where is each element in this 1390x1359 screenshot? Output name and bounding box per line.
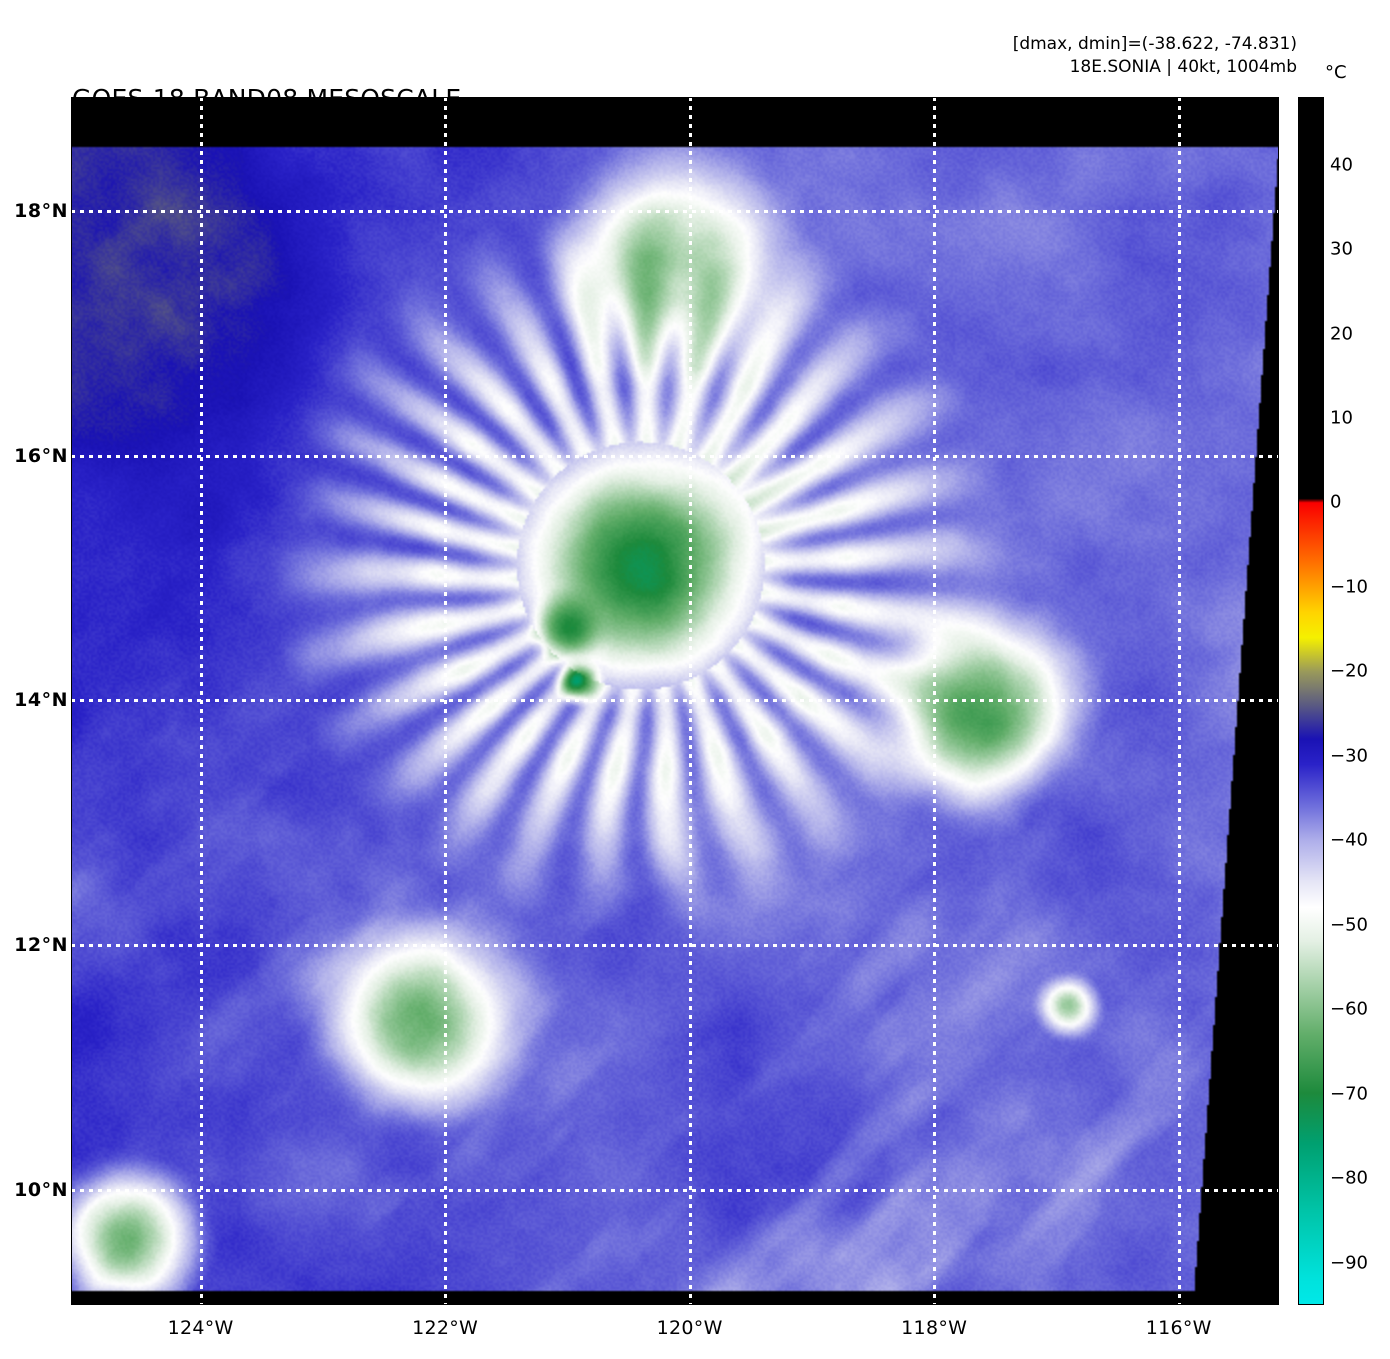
colorbar-tick-label: −40 xyxy=(1330,829,1368,851)
colorbar-tick-label: 30 xyxy=(1330,238,1353,260)
lon-tick-label: 124°W xyxy=(167,1317,234,1339)
colorbar-tick-label: −20 xyxy=(1330,660,1368,682)
lon-tick-label: 122°W xyxy=(412,1317,479,1339)
lat-tick-label: 16°N xyxy=(14,444,68,467)
storm-info-label: 18E.SONIA | 40kt, 1004mb xyxy=(1069,57,1297,77)
colorbar-tick-label: 20 xyxy=(1330,323,1353,345)
colorbar[interactable] xyxy=(1298,97,1324,1305)
colorbar-tick-label: 40 xyxy=(1330,154,1353,176)
lat-tick-label: 12°N xyxy=(14,934,68,957)
data-minmax-label: [dmax, dmin]=(-38.622, -74.831) xyxy=(1012,34,1297,54)
lon-tick-label: 116°W xyxy=(1145,1317,1212,1339)
colorbar-tick-label: −10 xyxy=(1330,576,1368,598)
lon-tick-label: 118°W xyxy=(901,1317,968,1339)
header-info-block: [dmax, dmin]=(-38.622, -74.831) 18E.SONI… xyxy=(1013,33,1297,79)
colorbar-tick-label: −60 xyxy=(1330,998,1368,1020)
lat-tick-label: 18°N xyxy=(14,199,68,222)
colorbar-tick-label: −30 xyxy=(1330,745,1368,767)
colorbar-tick-label: −70 xyxy=(1330,1083,1368,1105)
colorbar-tick-label: −80 xyxy=(1330,1167,1368,1189)
lat-tick-label: 10°N xyxy=(14,1178,68,1201)
satellite-raster xyxy=(71,97,1279,1305)
colorbar-tick-label: 0 xyxy=(1330,491,1342,513)
satellite-image-plot[interactable]: Copyright © 2020-2025 Dapiya xyxy=(71,97,1279,1305)
lat-tick-label: 14°N xyxy=(14,689,68,712)
colorbar-gradient xyxy=(1298,97,1324,1305)
lon-tick-label: 120°W xyxy=(656,1317,723,1339)
colorbar-unit-label: °C xyxy=(1325,62,1347,83)
colorbar-tick-label: 10 xyxy=(1330,407,1353,429)
colorbar-tick-label: −50 xyxy=(1330,914,1368,936)
colorbar-tick-label: −90 xyxy=(1330,1252,1368,1274)
